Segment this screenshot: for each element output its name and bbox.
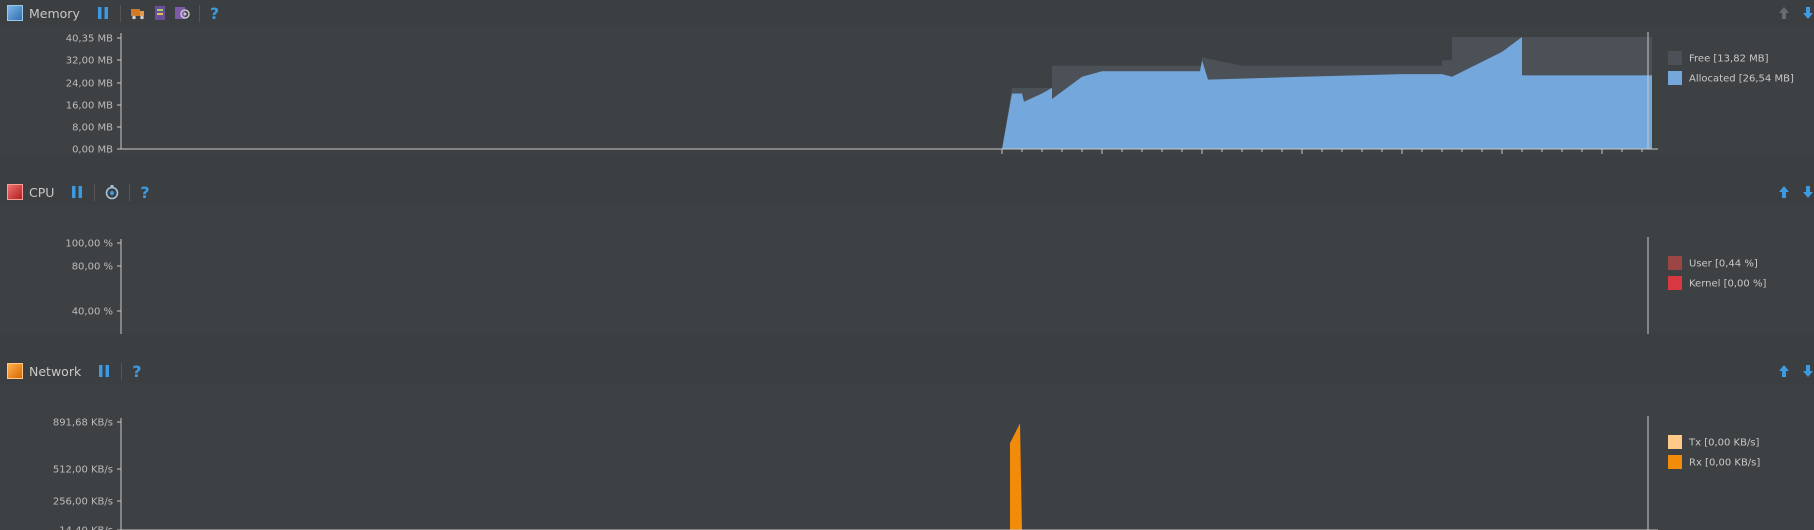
memory-panel-icon (7, 5, 23, 21)
y-tick-label: 0,00 MB (72, 145, 113, 156)
legend-swatch-1 (1668, 71, 1682, 85)
network-title: Network (29, 363, 82, 379)
method-trace-icon[interactable] (104, 184, 120, 200)
heap-dump-icon[interactable] (152, 5, 168, 21)
y-tick-label: 40,00 % (72, 307, 113, 318)
legend-label-1: Allocated [26,54 MB] (1689, 74, 1794, 85)
move-up-icon[interactable] (1776, 363, 1792, 379)
move-up-icon[interactable] (1776, 5, 1792, 21)
series-rx-area (1010, 423, 1022, 530)
y-tick-label: 40,35 MB (66, 34, 113, 45)
y-tick-label: 8,00 MB (72, 123, 113, 134)
move-down-icon[interactable] (1802, 184, 1814, 200)
network-panel: Network ? 891,68 KB/s 512,00 KB/s 256,00 K… (0, 358, 1814, 530)
legend-label-0: Free [13,82 MB] (1689, 54, 1769, 65)
y-tick-label: 14,40 KB/s (59, 526, 113, 530)
legend-label-0: Tx [0,00 KB/s] (1688, 438, 1760, 449)
move-down-icon[interactable] (1802, 5, 1814, 21)
allocation-tracker-icon[interactable] (174, 5, 190, 21)
y-tick-label: 24,00 MB (66, 79, 113, 90)
legend-label-0: User [0,44 %] (1689, 259, 1758, 270)
cpu-panel-icon (7, 184, 23, 200)
y-tick-label: 80,00 % (72, 262, 113, 273)
legend-swatch-1 (1668, 276, 1682, 290)
legend-label-1: Kernel [0,00 %] (1689, 279, 1766, 290)
network-header: Network ? (0, 358, 1814, 384)
separator (129, 183, 131, 201)
cpu-header: CPU ? (0, 179, 1814, 205)
gc-truck-icon[interactable] (130, 5, 146, 21)
legend-swatch-1 (1668, 455, 1682, 469)
move-up-icon[interactable] (1776, 184, 1792, 200)
y-tick-label: 512,00 KB/s (53, 465, 113, 476)
y-tick-label: 256,00 KB/s (53, 497, 113, 508)
separator (119, 4, 121, 22)
network-panel-icon (7, 363, 23, 379)
y-tick-label: 16,00 MB (66, 101, 113, 112)
series-allocated-area (1002, 37, 1652, 149)
cpu-panel: CPU ? 100,00 %80,00 %40,00 %0,00 %0s5s10… (0, 179, 1814, 334)
legend-label-1: Rx [0,00 KB/s] (1689, 458, 1760, 469)
memory-panel: Memory ? 40,35 MB 32,00 MB 24,00 MB 16,00 M… (0, 0, 1814, 155)
separator (94, 183, 96, 201)
cpu-chart: 100,00 %80,00 %40,00 %0,00 %0s5s10s15s20… (0, 205, 1814, 334)
pause-icon[interactable] (95, 5, 111, 21)
pause-icon[interactable] (96, 363, 112, 379)
pause-icon[interactable] (69, 184, 85, 200)
network-chart: 891,68 KB/s 512,00 KB/s 256,00 KB/s 14,40 K… (0, 384, 1814, 530)
y-tick-label: 891,68 KB/s (53, 418, 113, 429)
move-down-icon[interactable] (1802, 363, 1814, 379)
memory-title: Memory (29, 5, 80, 21)
help-icon[interactable]: ? (132, 361, 142, 381)
legend-swatch-0 (1668, 256, 1682, 270)
legend-swatch-0 (1668, 51, 1682, 65)
memory-header: Memory ? (0, 0, 1814, 26)
y-tick-label: 32,00 MB (66, 56, 113, 67)
separator (198, 4, 200, 22)
y-tick-label: 100,00 % (65, 239, 113, 250)
help-icon[interactable]: ? (209, 3, 220, 23)
memory-chart: 40,35 MB 32,00 MB 24,00 MB 16,00 MB 8,00 MB 0… (0, 26, 1814, 155)
cpu-title: CPU (29, 184, 55, 200)
separator (121, 362, 123, 380)
help-icon[interactable]: ? (140, 182, 150, 202)
legend-swatch-0 (1668, 435, 1682, 449)
